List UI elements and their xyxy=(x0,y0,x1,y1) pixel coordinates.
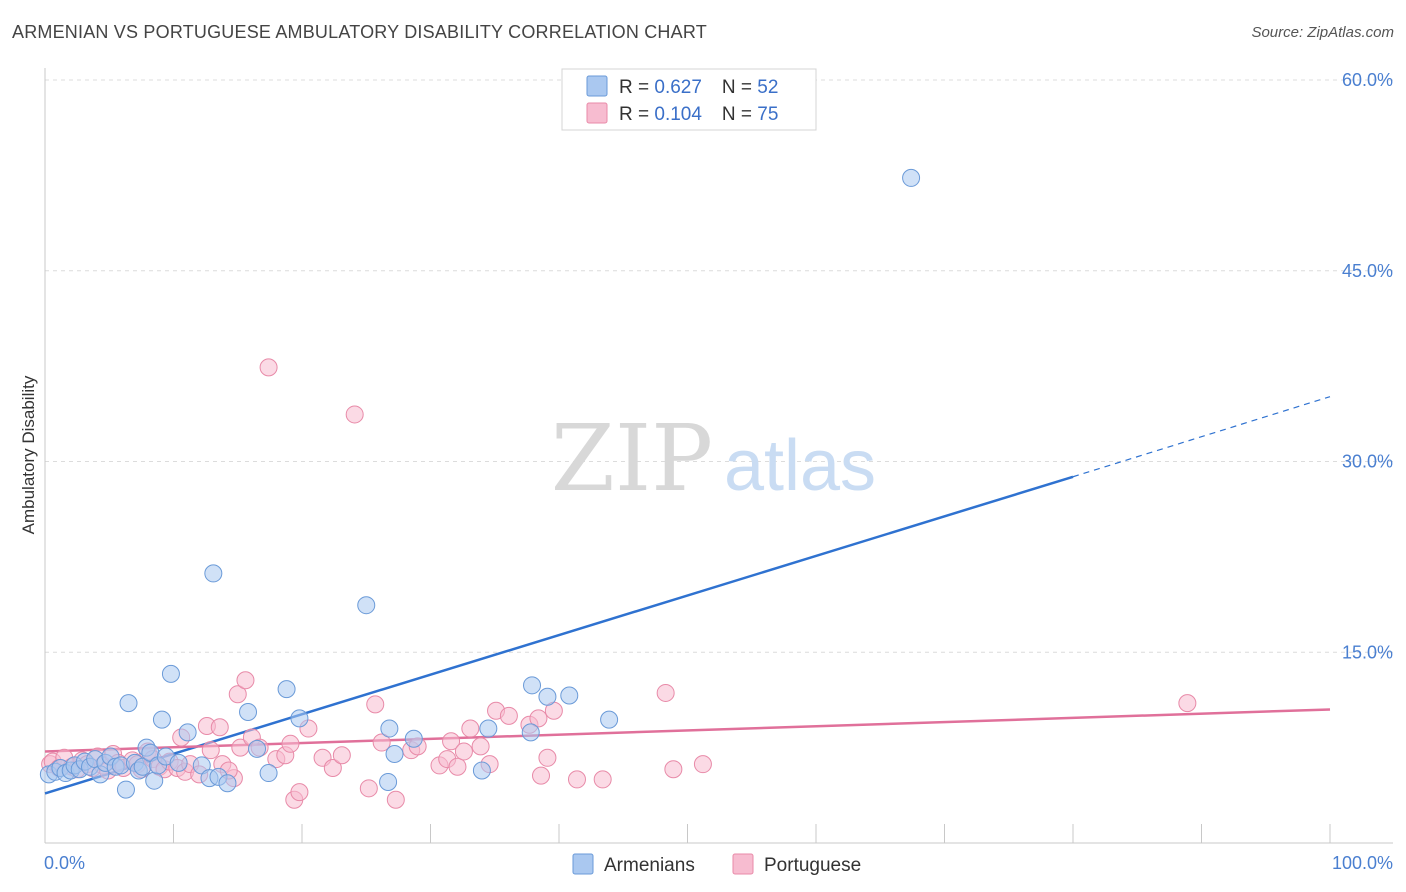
armenians-point-36 xyxy=(248,739,267,758)
armenians-point-50 xyxy=(560,686,579,705)
portuguese-point-61 xyxy=(454,742,473,761)
portuguese-point-73 xyxy=(593,770,612,789)
gridlines xyxy=(45,79,1393,653)
armenians-point-28 xyxy=(169,753,188,772)
armenians-point-34 xyxy=(218,774,237,793)
armenians-point-47 xyxy=(521,723,540,742)
portuguese-point-62 xyxy=(461,719,480,738)
portuguese-point-40 xyxy=(259,358,278,377)
armenians-point-39 xyxy=(290,709,309,728)
armenians-point-29 xyxy=(178,723,197,742)
portuguese-point-75 xyxy=(664,760,683,779)
armenians-point-37 xyxy=(259,764,278,783)
series-legend: Armenians Portuguese xyxy=(572,853,861,876)
portuguese-point-59 xyxy=(442,732,461,751)
armenians-stats: R = 0.627 N = 52 xyxy=(619,77,778,98)
armenians-point-44 xyxy=(404,729,423,748)
armenians-point-23 xyxy=(145,771,164,790)
portuguese-point-37 xyxy=(236,671,255,690)
armenians-point-27 xyxy=(161,664,180,683)
portuguese-point-66 xyxy=(499,706,518,725)
portuguese-point-53 xyxy=(372,733,391,752)
portuguese-r-label: R = xyxy=(619,104,654,125)
portuguese-point-52 xyxy=(366,695,385,714)
y-tick-label-1: 15.0% xyxy=(1342,642,1393,662)
armenians-point-32 xyxy=(204,564,223,583)
watermark: ZIP atlas xyxy=(551,405,876,512)
y-tick-label-4: 60.0% xyxy=(1342,70,1393,90)
portuguese-point-69 xyxy=(532,766,551,785)
armenians-point-46 xyxy=(479,719,498,738)
armenians-legend-swatch xyxy=(586,75,608,97)
portuguese-point-45 xyxy=(290,783,309,802)
armenians-point-48 xyxy=(523,676,542,695)
portuguese-point-68 xyxy=(529,709,548,728)
portuguese-point-43 xyxy=(281,734,300,753)
armenians-point-52 xyxy=(902,168,921,187)
armenians-trend-line xyxy=(44,475,1074,795)
portuguese-n-label: N = xyxy=(722,104,757,125)
portuguese-point-70 xyxy=(538,748,557,767)
armenians-point-16 xyxy=(116,780,135,799)
portuguese-series-swatch xyxy=(732,853,754,875)
portuguese-point-48 xyxy=(323,758,342,777)
chart-title: ARMENIAN VS PORTUGUESE AMBULATORY DISABI… xyxy=(12,22,707,42)
portuguese-series-label: Portuguese xyxy=(764,855,861,876)
armenians-point-38 xyxy=(277,680,296,699)
portuguese-point-74 xyxy=(656,683,675,702)
armenians-point-25 xyxy=(152,710,171,729)
portuguese-point-77 xyxy=(1178,694,1197,713)
armenians-r-label: R = xyxy=(619,77,654,98)
armenians-trend-extension xyxy=(1072,396,1331,478)
x-tick-label-min: 0.0% xyxy=(44,853,85,873)
armenians-point-43 xyxy=(385,744,404,763)
armenians-point-41 xyxy=(380,719,399,738)
stats-legend: R = 0.627 N = 52 R = 0.104 N = 75 xyxy=(561,68,817,131)
y-tick-label-2: 30.0% xyxy=(1342,452,1393,472)
portuguese-r-value: 0.104 xyxy=(654,104,702,125)
y-tick-labels: 15.0% 30.0% 45.0% 60.0% xyxy=(1342,70,1393,662)
portuguese-point-30 xyxy=(201,741,220,760)
armenians-point-51 xyxy=(600,710,619,729)
armenians-r-value: 0.627 xyxy=(654,77,702,98)
data-points xyxy=(39,168,1197,809)
portuguese-point-54 xyxy=(386,790,405,809)
armenians-n-value: 52 xyxy=(757,77,778,98)
portuguese-point-63 xyxy=(471,737,490,756)
portuguese-point-60 xyxy=(448,757,467,776)
armenians-point-42 xyxy=(379,772,398,791)
armenians-point-40 xyxy=(357,596,376,615)
armenians-point-17 xyxy=(119,694,138,713)
portuguese-point-72 xyxy=(567,770,586,789)
y-tick-label-3: 45.0% xyxy=(1342,261,1393,281)
axes xyxy=(44,68,1393,844)
armenians-series-swatch xyxy=(572,853,594,875)
portuguese-legend-swatch xyxy=(586,102,608,124)
armenians-point-45 xyxy=(472,761,491,780)
armenians-n-label: N = xyxy=(722,77,757,98)
portuguese-point-31 xyxy=(210,718,229,737)
portuguese-point-35 xyxy=(228,685,247,704)
portuguese-stats: R = 0.104 N = 75 xyxy=(619,104,778,125)
portuguese-point-49 xyxy=(332,746,351,765)
armenians-series-label: Armenians xyxy=(604,855,695,876)
portuguese-point-51 xyxy=(359,779,378,798)
source-credit: Source: ZipAtlas.com xyxy=(1251,24,1394,41)
portuguese-point-76 xyxy=(693,755,712,774)
watermark-atlas: atlas xyxy=(724,426,876,506)
watermark-zip: ZIP xyxy=(551,405,713,512)
x-tick-label-max: 100.0% xyxy=(1332,853,1393,873)
portuguese-n-value: 75 xyxy=(757,104,778,125)
armenians-point-49 xyxy=(538,687,557,706)
y-axis-title: Ambulatory Disability xyxy=(19,375,38,534)
armenians-point-35 xyxy=(239,703,258,722)
portuguese-point-50 xyxy=(345,405,364,424)
